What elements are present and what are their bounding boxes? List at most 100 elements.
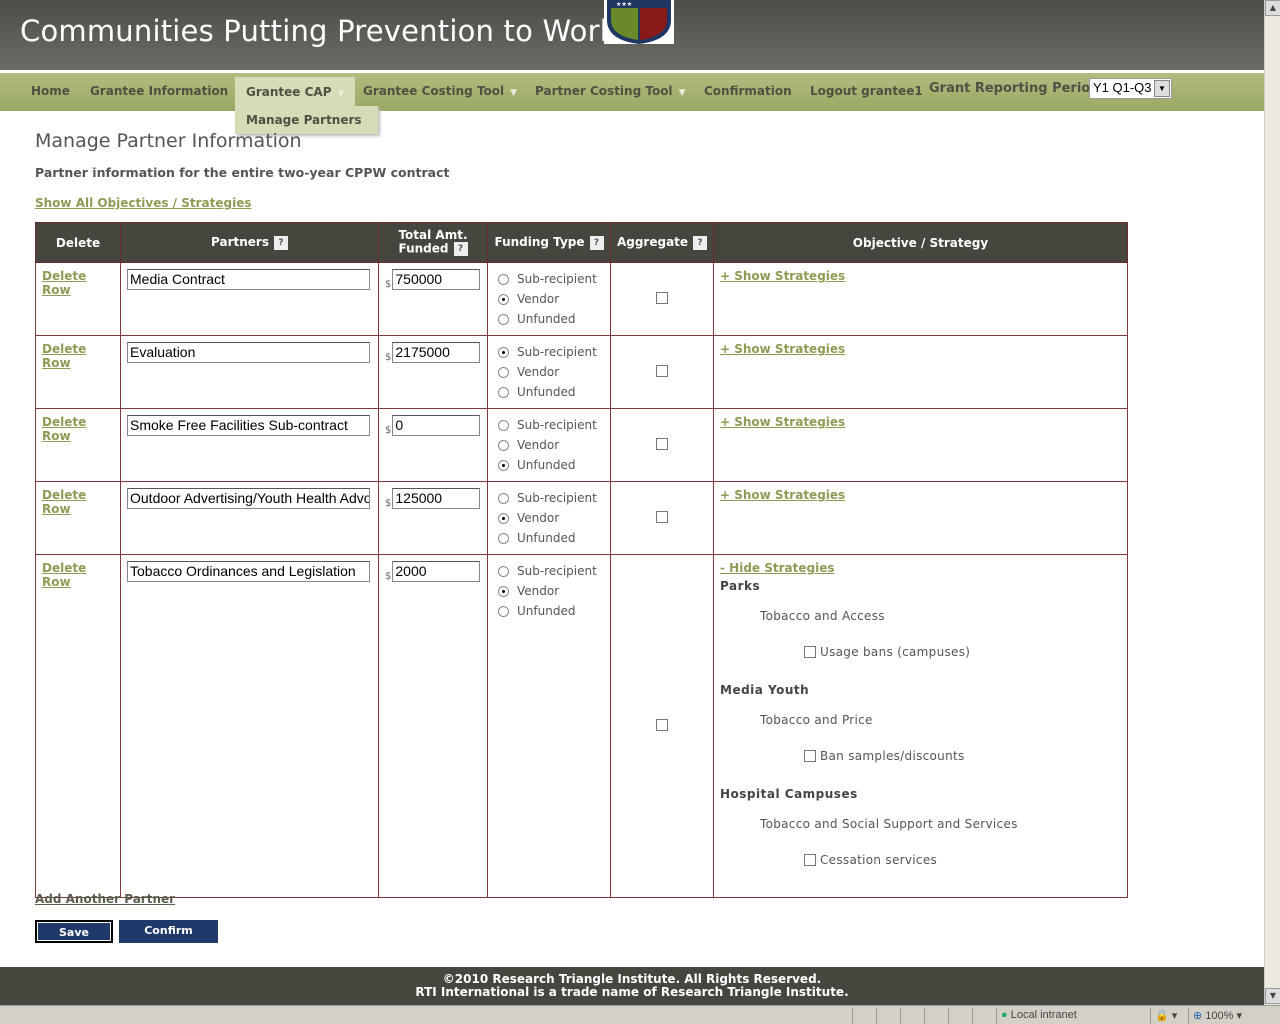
delete-row-link[interactable]: Delete Row	[42, 269, 87, 297]
scroll-up-icon[interactable]: ▲	[1265, 0, 1280, 16]
amount-input[interactable]: 125000	[392, 488, 481, 509]
aggregate-checkbox[interactable]	[656, 291, 668, 304]
radio-button[interactable]	[498, 605, 509, 617]
strategy-label: Tobacco and Access	[760, 609, 885, 623]
col-total-amt: Total Amt. Funded?	[378, 222, 488, 263]
funding-option[interactable]: Sub-recipient	[498, 415, 600, 435]
checkbox[interactable]	[804, 646, 816, 658]
funding-option[interactable]: Vendor	[498, 435, 600, 455]
funding-option[interactable]: Vendor	[498, 581, 600, 601]
vertical-scrollbar[interactable]: ▲ ▼	[1264, 0, 1280, 1005]
radio-button[interactable]	[498, 492, 509, 504]
scroll-down-icon[interactable]: ▼	[1265, 988, 1280, 1004]
amount-input[interactable]: 2175000	[392, 342, 481, 363]
strategy-item[interactable]: Cessation services	[804, 853, 1121, 867]
nav-confirmation[interactable]: Confirmation	[704, 84, 792, 98]
nav-grantee-costing-tool[interactable]: Grantee Costing Tool ▼	[363, 84, 518, 98]
funding-option[interactable]: Sub-recipient	[498, 342, 600, 362]
checkbox[interactable]	[804, 750, 816, 762]
aggregate-checkbox[interactable]	[656, 364, 668, 377]
radio-button[interactable]	[498, 565, 509, 577]
chevron-down-icon[interactable]: ▼	[1154, 80, 1170, 97]
partner-name-input[interactable]: Media Contract	[127, 269, 370, 290]
grant-period-select[interactable]: Y1 Q1-Q3 ▼	[1089, 78, 1172, 99]
funding-option[interactable]: Vendor	[498, 362, 600, 382]
delete-row-link[interactable]: Delete Row	[42, 415, 87, 443]
objective-label: Hospital Campuses	[720, 787, 858, 801]
show-strategies-link[interactable]: + Show Strategies	[720, 415, 846, 429]
help-icon[interactable]: ?	[273, 235, 288, 250]
partner-name-input[interactable]: Evaluation	[127, 342, 370, 363]
strategy-label: Tobacco and Price	[760, 713, 873, 727]
partner-row: Delete Row Tobacco Ordinances and Legisl…	[35, 554, 1128, 898]
aggregate-checkbox[interactable]	[656, 510, 668, 523]
radio-button[interactable]	[498, 532, 509, 544]
protected-mode-icon[interactable]: 🔒 ▾	[1150, 1008, 1181, 1024]
hide-strategies-link[interactable]: - Hide Strategies	[720, 561, 835, 575]
funding-option[interactable]: Unfunded	[498, 309, 600, 329]
help-icon[interactable]: ?	[589, 235, 604, 250]
submenu-manage-partners[interactable]: Manage Partners	[235, 106, 378, 134]
radio-button[interactable]	[498, 346, 509, 358]
radio-button[interactable]	[498, 459, 509, 471]
partners-table: Delete Partners? Total Amt. Funded? Fund…	[35, 222, 1128, 898]
main-nav: Home Grantee Information Grantee CAP ▼ Gr…	[0, 73, 1264, 111]
zoom-control[interactable]: ⊕ 100% ▾	[1188, 1008, 1246, 1024]
radio-button[interactable]	[498, 366, 509, 378]
delete-row-link[interactable]: Delete Row	[42, 561, 87, 589]
funding-option[interactable]: Vendor	[498, 289, 600, 309]
radio-button[interactable]	[498, 419, 509, 431]
currency-symbol: $	[385, 279, 392, 290]
amount-input[interactable]: 0	[392, 415, 481, 436]
funding-option[interactable]: Sub-recipient	[498, 488, 600, 508]
show-strategies-link[interactable]: + Show Strategies	[720, 488, 846, 502]
save-button[interactable]: Save	[35, 920, 113, 943]
amount-input[interactable]: 750000	[392, 269, 481, 290]
zone-text: Local intranet	[1010, 1009, 1077, 1021]
confirm-button[interactable]: Confirm	[119, 920, 218, 943]
aggregate-checkbox[interactable]	[656, 437, 668, 450]
radio-button[interactable]	[498, 386, 509, 398]
delete-row-link[interactable]: Delete Row	[42, 488, 87, 516]
funding-option[interactable]: Unfunded	[498, 455, 600, 475]
strategy-item[interactable]: Usage bans (campuses)	[804, 645, 1121, 659]
radio-button[interactable]	[498, 293, 509, 305]
radio-button[interactable]	[498, 313, 509, 325]
add-partner-link[interactable]: Add Another Partner	[35, 892, 176, 906]
checkbox[interactable]	[804, 854, 816, 866]
funding-option[interactable]: Vendor	[498, 508, 600, 528]
partner-name-input[interactable]: Smoke Free Facilities Sub-contract	[127, 415, 370, 436]
funding-option[interactable]: Unfunded	[498, 382, 600, 402]
zoom-icon: ⊕	[1193, 1010, 1203, 1022]
partner-row: Delete Row Evaluation $2175000 Sub-recip…	[35, 335, 1128, 409]
radio-button[interactable]	[498, 512, 509, 524]
show-strategies-link[interactable]: + Show Strategies	[720, 269, 846, 283]
funding-option[interactable]: Unfunded	[498, 528, 600, 548]
partner-name-input[interactable]: Outdoor Advertising/Youth Health Advocat	[127, 488, 370, 509]
amount-input[interactable]: 2000	[392, 561, 481, 582]
nav-grantee-cap[interactable]: Grantee CAP ▼	[235, 77, 356, 109]
copyright: ©2010 Research Triangle Institute. All R…	[442, 972, 822, 986]
delete-row-link[interactable]: Delete Row	[42, 342, 87, 370]
funding-option[interactable]: Sub-recipient	[498, 561, 600, 581]
objective-label: Media Youth	[720, 683, 810, 697]
radio-button[interactable]	[498, 273, 509, 285]
funding-option[interactable]: Unfunded	[498, 601, 600, 621]
help-icon[interactable]: ?	[693, 235, 708, 250]
trade-name: RTI International is a trade name of Res…	[415, 985, 849, 999]
nav-partner-costing-tool[interactable]: Partner Costing Tool ▼	[535, 84, 686, 98]
radio-button[interactable]	[498, 439, 509, 451]
help-icon[interactable]: ?	[453, 242, 468, 256]
radio-button[interactable]	[498, 585, 509, 597]
aggregate-checkbox[interactable]	[656, 718, 668, 731]
show-all-objectives-link[interactable]: Show All Objectives / Strategies	[35, 196, 252, 210]
period-label: Grant Reporting Period:	[929, 81, 1105, 96]
nav-home[interactable]: Home	[31, 84, 70, 98]
nav-logout[interactable]: Logout grantee1	[810, 84, 923, 98]
show-strategies-link[interactable]: + Show Strategies	[720, 342, 846, 356]
nav-grantee-information[interactable]: Grantee Information	[90, 84, 229, 98]
partner-name-input[interactable]: Tobacco Ordinances and Legislation	[127, 561, 370, 582]
funding-option[interactable]: Sub-recipient	[498, 269, 600, 289]
strategy-item[interactable]: Ban samples/discounts	[804, 749, 1121, 763]
col-delete: Delete	[35, 222, 121, 263]
